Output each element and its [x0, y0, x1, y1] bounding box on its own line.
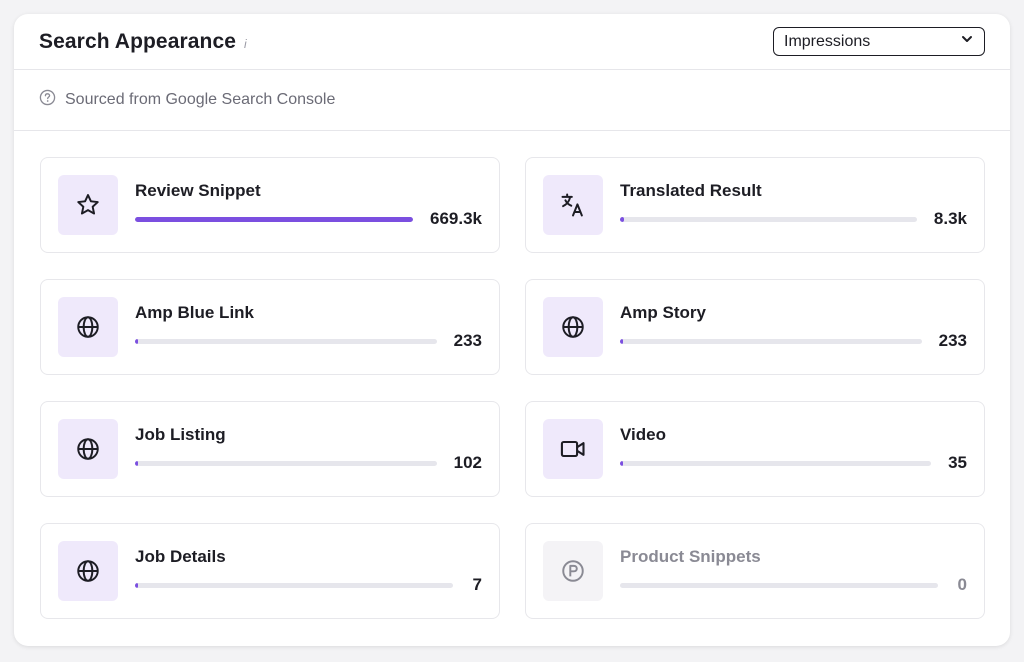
video-camera-icon	[543, 419, 603, 479]
item-value: 233	[938, 331, 967, 350]
progress-fill	[135, 216, 413, 222]
item-label: Job Listing	[135, 425, 226, 444]
appearance-item[interactable]: Job Listing 102	[40, 401, 500, 497]
source-note-bar: Sourced from Google Search Console	[14, 70, 1010, 131]
appearance-item[interactable]: Job Details 7	[40, 523, 500, 619]
item-label: Review Snippet	[135, 181, 261, 200]
source-note-text: Sourced from Google Search Console	[65, 91, 336, 108]
chevron-down-icon	[960, 32, 974, 51]
item-body: Review Snippet 669.3k	[135, 181, 482, 229]
appearance-item[interactable]: Amp Blue Link 233	[40, 279, 500, 375]
item-progress-row: 0	[620, 575, 967, 595]
translate-icon	[543, 175, 603, 235]
appearance-item[interactable]: Video 35	[525, 401, 985, 497]
item-value: 669.3k	[430, 209, 482, 228]
progress-fill	[135, 338, 138, 344]
progress-track	[135, 216, 413, 222]
item-body: Video 35	[620, 425, 967, 473]
progress-track	[135, 338, 437, 344]
item-label: Amp Blue Link	[135, 303, 255, 322]
progress-track	[620, 460, 932, 466]
item-label: Video	[620, 425, 666, 444]
appearance-grid: Review Snippet 669.3k Translated Result 8.3…	[40, 157, 985, 619]
search-appearance-card: Search Appearance i Impressions Sourced …	[14, 14, 1010, 646]
progress-track	[620, 338, 922, 344]
progress-track	[620, 582, 938, 588]
item-progress-row: 7	[135, 575, 482, 595]
item-progress-row: 233	[135, 331, 482, 351]
title-wrap: Search Appearance i	[39, 30, 247, 54]
progress-track	[135, 460, 437, 466]
progress-track	[135, 582, 453, 588]
info-icon[interactable]: i	[244, 36, 247, 51]
appearance-item[interactable]: Review Snippet 669.3k	[40, 157, 500, 253]
progress-track	[620, 216, 917, 222]
progress-fill	[135, 460, 138, 466]
item-body: Translated Result 8.3k	[620, 181, 967, 229]
globe-icon	[58, 419, 118, 479]
item-label: Product Snippets	[620, 547, 761, 566]
globe-icon	[58, 297, 118, 357]
item-progress-row: 102	[135, 453, 482, 473]
globe-icon	[543, 297, 603, 357]
card-header: Search Appearance i Impressions	[14, 14, 1010, 70]
item-value: 0	[957, 575, 967, 594]
item-value: 102	[453, 453, 482, 472]
appearance-item[interactable]: Amp Story 233	[525, 279, 985, 375]
product-p-icon	[543, 541, 603, 601]
help-circle-icon	[39, 89, 56, 111]
appearance-item[interactable]: Translated Result 8.3k	[525, 157, 985, 253]
star-icon	[58, 175, 118, 235]
metric-dropdown[interactable]: Impressions	[773, 27, 985, 56]
item-value: 8.3k	[933, 209, 967, 228]
progress-fill	[135, 582, 138, 588]
item-body: Job Listing 102	[135, 425, 482, 473]
item-body: Amp Blue Link 233	[135, 303, 482, 351]
item-progress-row: 233	[620, 331, 967, 351]
item-body: Job Details 7	[135, 547, 482, 595]
item-value: 35	[948, 453, 967, 472]
progress-fill	[620, 216, 624, 222]
item-value: 7	[472, 575, 482, 594]
item-value: 233	[453, 331, 482, 350]
metric-dropdown-value: Impressions	[784, 32, 871, 50]
progress-fill	[620, 460, 623, 466]
globe-icon	[58, 541, 118, 601]
card-title: Search Appearance	[39, 29, 237, 53]
item-progress-row: 669.3k	[135, 209, 482, 229]
progress-fill	[620, 338, 623, 344]
item-label: Amp Story	[620, 303, 706, 322]
item-progress-row: 8.3k	[620, 209, 967, 229]
item-label: Translated Result	[620, 181, 762, 200]
item-body: Amp Story 233	[620, 303, 967, 351]
item-progress-row: 35	[620, 453, 967, 473]
item-body: Product Snippets 0	[620, 547, 967, 595]
appearance-item[interactable]: Product Snippets 0	[525, 523, 985, 619]
item-label: Job Details	[135, 547, 226, 566]
